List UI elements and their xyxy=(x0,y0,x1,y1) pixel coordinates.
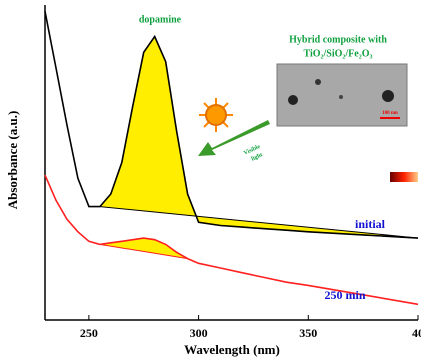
x-tick-label: 40 xyxy=(412,326,421,340)
sun-icon xyxy=(199,98,233,132)
band-fill xyxy=(99,237,188,260)
series-line xyxy=(44,11,419,239)
arrow-label: light xyxy=(251,152,264,162)
x-axis-label: Wavelength (nm) xyxy=(184,342,280,357)
x-tick-label: 250 xyxy=(80,326,98,340)
y-axis-label: Absorbance (a.u.) xyxy=(5,111,20,210)
series-line xyxy=(44,174,419,306)
series-label: initial xyxy=(355,217,386,231)
inset-title: Hybrid composite with xyxy=(289,34,387,45)
inset-image xyxy=(276,63,408,127)
peak-label: dopamine xyxy=(139,14,182,25)
x-tick-label: 350 xyxy=(299,326,317,340)
inset-title: TiO₂/SiO₂/Fe₂O₃ xyxy=(303,48,372,59)
color-bar xyxy=(390,172,418,182)
light-arrow xyxy=(198,120,270,156)
series-label: 250 min xyxy=(324,288,365,302)
scale-bar-label: 100 nm xyxy=(382,111,399,116)
x-tick-label: 300 xyxy=(190,326,208,340)
